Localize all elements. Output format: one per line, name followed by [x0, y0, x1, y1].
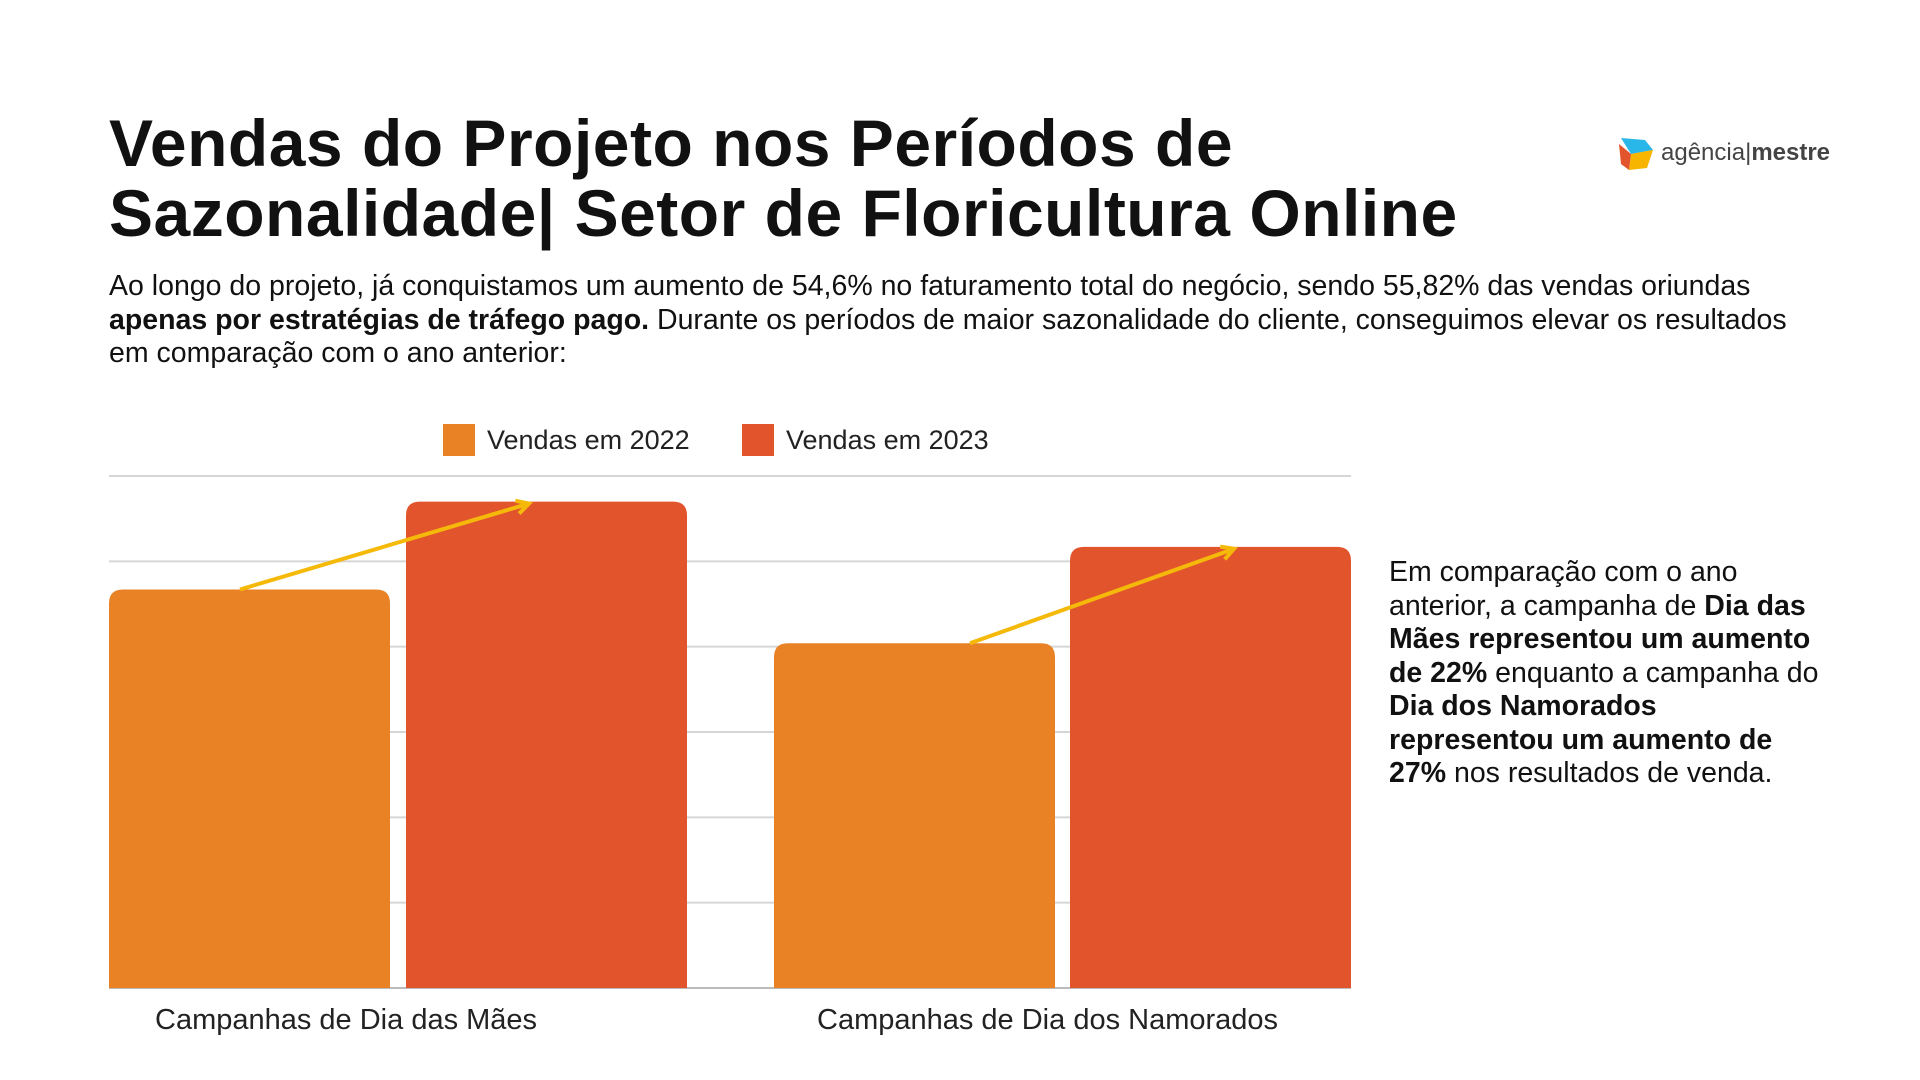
bar-2023-0	[406, 501, 687, 988]
growth-arrow-line	[969, 546, 1235, 646]
logo-mark-icon	[1619, 138, 1653, 170]
side-summary-text: Em comparação com o ano anterior, a camp…	[1389, 556, 1819, 789]
agencia-mestre-logo: agência|mestre	[1617, 134, 1830, 172]
legend-swatch-2022	[443, 424, 475, 456]
legend-item-2023: Vendas em 2023	[742, 424, 989, 456]
title-line-2: Sazonalidade| Setor de Floricultura Onli…	[109, 176, 1458, 250]
category-label-maes: Campanhas de Dia das Mães	[155, 1004, 538, 1036]
title-line-1: Vendas do Projeto nos Períodos de	[109, 106, 1234, 180]
legend-item-2022: Vendas em 2022	[443, 424, 690, 456]
legend-label-2023: Vendas em 2023	[786, 424, 989, 455]
growth-arrow-line	[239, 501, 530, 592]
page-title: Vendas do Projeto nos Períodos de Sazona…	[109, 108, 1458, 248]
bar-2022-1	[774, 643, 1055, 988]
legend-label-2022: Vendas em 2022	[487, 424, 690, 455]
logo-text: agência|mestre	[1661, 139, 1831, 166]
bar-2022-0	[109, 589, 390, 988]
bar-2023-1	[1070, 546, 1351, 988]
arrow-head-icon	[514, 498, 533, 515]
legend-swatch-2023	[742, 424, 774, 456]
arrow-head-icon	[1219, 544, 1238, 561]
intro-paragraph: Ao longo do projeto, já conquistamos um …	[109, 270, 1787, 369]
category-label-namorados: Campanhas de Dia dos Namorados	[817, 1004, 1279, 1036]
